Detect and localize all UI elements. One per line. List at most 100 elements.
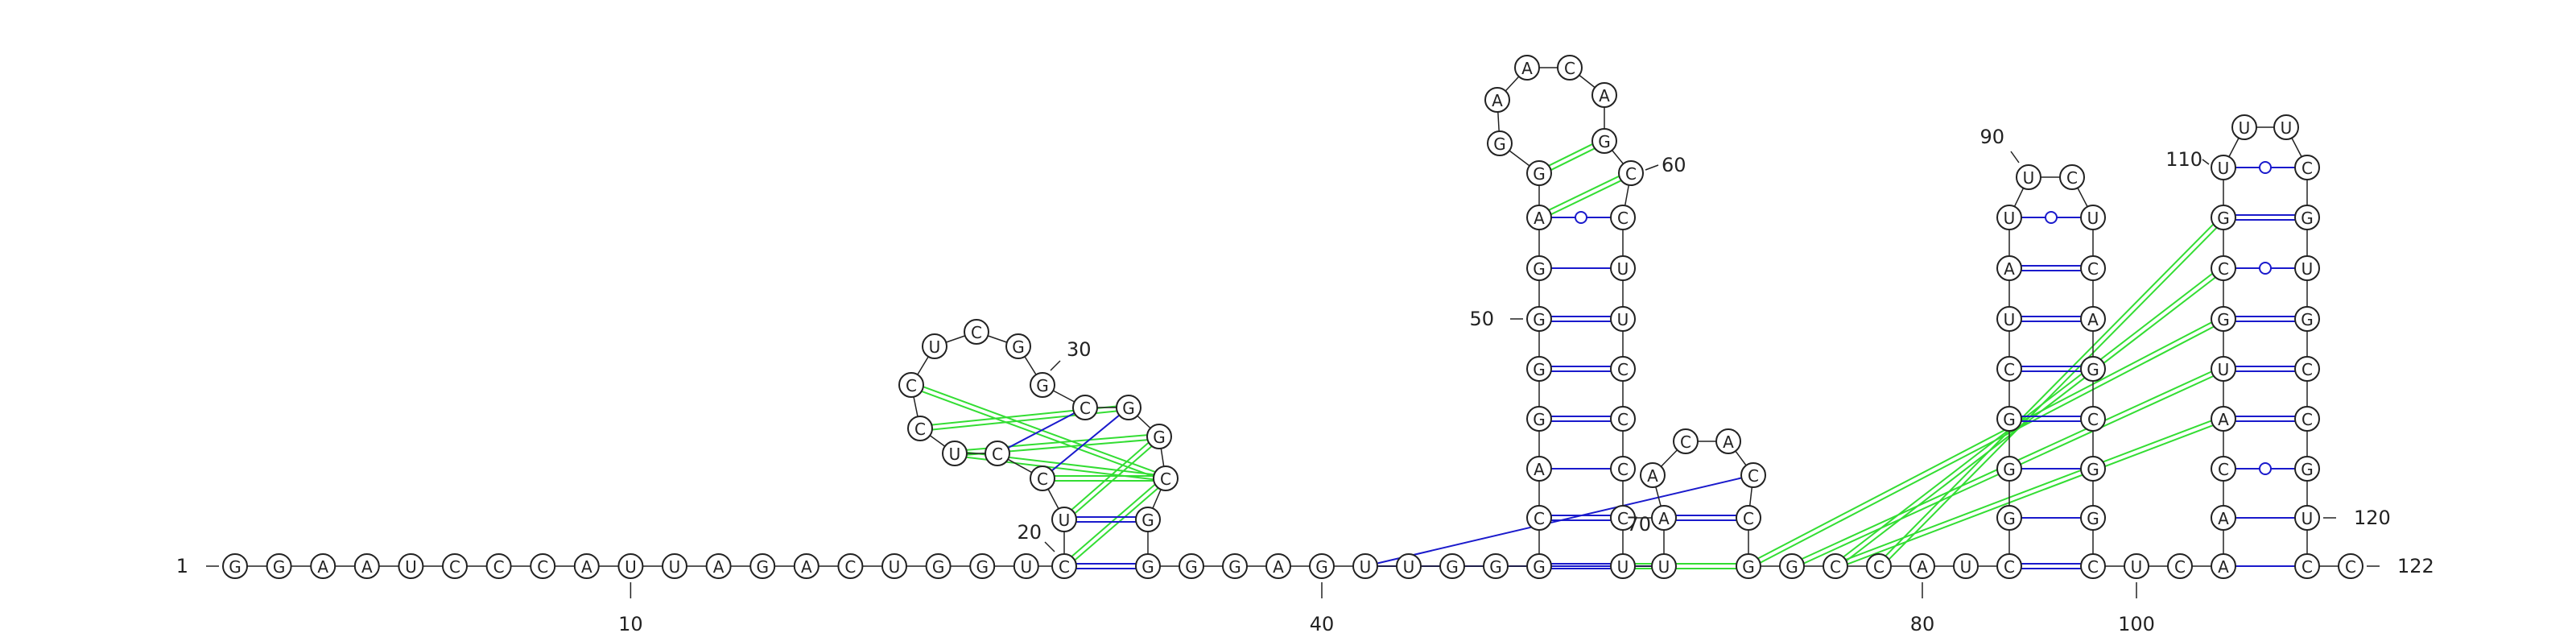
nucleotide-letter: C — [2087, 557, 2099, 577]
nucleotide: A — [1484, 87, 1510, 113]
nucleotide: G — [1487, 130, 1513, 156]
nucleotide-letter: C — [2004, 557, 2015, 577]
nucleotide-circle — [1996, 306, 2022, 332]
nucleotide: C — [2294, 553, 2320, 579]
nucleotide-letter: U — [2004, 310, 2016, 329]
nucleotide-circle — [1866, 553, 1892, 579]
nucleotide-letter: G — [2217, 310, 2230, 329]
nucleotide-circle — [2231, 114, 2257, 140]
nucleotide-letter: G — [1533, 164, 1546, 184]
nucleotide-circle — [485, 553, 512, 579]
nucleotide: U — [398, 553, 424, 579]
nucleotide-circle — [442, 553, 468, 579]
nucleotide: G — [1116, 395, 1141, 420]
base-pair — [1042, 407, 1129, 479]
nucleotide-circle — [1618, 160, 1644, 186]
nucleotide: U — [922, 333, 947, 359]
nucleotide-letter: C — [2345, 557, 2356, 577]
nucleotide-letter: G — [2301, 209, 2314, 228]
position-label: 122 — [2397, 555, 2434, 577]
nucleotide-letter: A — [581, 557, 592, 577]
nucleotide-circle — [1610, 255, 1636, 281]
nucleotide-circle — [2294, 205, 2320, 230]
nucleotide-circle — [1591, 128, 1617, 154]
nucleotide-letter: U — [2004, 209, 2016, 228]
nucleotide-letter: C — [1625, 164, 1637, 184]
nucleotide: C — [1823, 553, 1848, 579]
nucleotide-letter: G — [1185, 557, 1198, 577]
nucleotide-letter: U — [2239, 118, 2251, 138]
nucleotide-circle — [922, 333, 947, 359]
nucleotide-letter: C — [1748, 466, 1759, 486]
nucleotide: G — [2080, 456, 2106, 482]
nucleotide: A — [1715, 428, 1741, 454]
nucleotide: G — [1526, 160, 1552, 186]
position-label: 1 — [176, 555, 188, 577]
nucleotide-circle — [1740, 462, 1766, 488]
nucleotide-circle — [1610, 356, 1636, 382]
nucleotide-circle — [1610, 406, 1636, 432]
nucleotide-circle — [1996, 406, 2022, 432]
nucleotide-letter: G — [2003, 410, 2016, 429]
nucleotide-letter: A — [1658, 509, 1670, 528]
nucleotide-letter: U — [1059, 511, 1071, 530]
label-tick — [1645, 164, 1659, 171]
nucleotide-circle — [1557, 55, 1583, 81]
nucleotide-letter: G — [1446, 557, 1459, 577]
label-tick — [2202, 159, 2210, 165]
nucleotide-letter: G — [1153, 428, 1166, 447]
nucleotide-circle — [1526, 553, 1552, 579]
nucleotide-letter: U — [2301, 509, 2314, 528]
nucleotide: U — [1610, 255, 1636, 281]
nucleotide-circle — [2080, 205, 2106, 230]
nucleotide: G — [1591, 128, 1617, 154]
nucleotide-letter: U — [1617, 259, 1629, 279]
nucleotide-circle — [1013, 553, 1039, 579]
nucleotide: C — [2294, 406, 2320, 432]
nucleotide-letter: A — [1534, 460, 1545, 479]
nucleotide-circle — [1005, 333, 1031, 359]
label-tick — [1044, 541, 1055, 552]
nucleotide-letter: C — [537, 557, 548, 577]
wobble-pair-marker — [1575, 211, 1587, 224]
nucleotide-circle — [2080, 553, 2106, 579]
nucleotide-circle — [1526, 160, 1552, 186]
nucleotide: G — [1779, 553, 1805, 579]
nucleotide: G — [2211, 306, 2236, 332]
nucleotide-circle — [2294, 255, 2320, 281]
nucleotide-letter: C — [1059, 557, 1070, 577]
nucleotide-circle — [1051, 553, 1077, 579]
nucleotide: G — [266, 553, 292, 579]
nucleotide: C — [898, 372, 924, 398]
nucleotide-letter: U — [889, 557, 901, 577]
nucleotide-circle — [1610, 306, 1636, 332]
nucleotide: U — [1610, 306, 1636, 332]
nucleotide-circle — [1909, 553, 1935, 579]
nucleotide-letter: A — [2087, 310, 2099, 329]
nucleotide: U — [1352, 553, 1378, 579]
nucleotide-letter: G — [2003, 460, 2016, 479]
nucleotide: C — [1866, 553, 1892, 579]
nucleotide: A — [1514, 55, 1540, 81]
nucleotide-circle — [1051, 507, 1077, 532]
nucleotide: A — [1591, 82, 1617, 108]
nucleotide-letter: C — [2087, 259, 2099, 279]
nucleotide-circle — [1715, 428, 1741, 454]
nucleotide: G — [1135, 507, 1161, 532]
nucleotide-letter: C — [2066, 168, 2078, 188]
wobble-pair-marker — [2259, 462, 2272, 475]
nucleotide-letter: A — [2004, 259, 2015, 279]
nucleotide: G — [2294, 456, 2320, 482]
nucleotide-letter: G — [756, 557, 769, 577]
nucleotide: G — [222, 553, 248, 579]
nucleotide: G — [1179, 553, 1204, 579]
nucleotide: U — [881, 553, 907, 579]
nucleotide-letter: C — [2174, 557, 2186, 577]
nucleotide-letter: C — [2087, 410, 2099, 429]
nucleotide-circle — [1396, 553, 1422, 579]
nucleotide-letter: G — [273, 557, 286, 577]
nucleotide-circle — [1610, 456, 1636, 482]
nucleotide-circle — [1526, 306, 1552, 332]
nucleotide: U — [617, 553, 644, 579]
